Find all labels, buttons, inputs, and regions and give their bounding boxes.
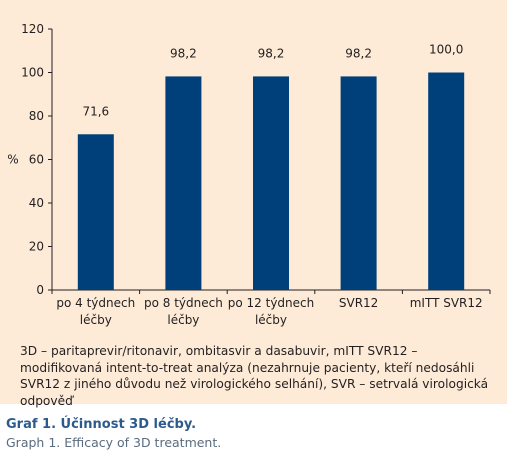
bar: [77, 134, 114, 290]
bar: [165, 76, 202, 290]
bar: [340, 76, 377, 290]
x-category-label: SVR12: [339, 296, 378, 310]
y-tick-label: 120: [21, 22, 44, 36]
y-tick-label: 100: [21, 66, 44, 80]
bar-value-label: 100,0: [429, 43, 463, 57]
bar-value-label: 98,2: [170, 46, 197, 60]
y-tick-label: 60: [29, 153, 44, 167]
x-category-label: po 8 týdnech: [144, 296, 223, 310]
y-tick-label: 80: [29, 109, 44, 123]
x-category-label: léčby: [167, 313, 199, 327]
bar-value-label: 98,2: [345, 46, 372, 60]
chart-footnote: 3D – paritaprevir/ritonavir, ombitasvir …: [20, 344, 489, 408]
bar-chart: 0 20 40 60 80 100 120% 71,6 po 4 týdnech léčby 98,…: [7, 22, 491, 327]
x-category-label: po 4 týdnech: [56, 296, 135, 310]
y-tick-label: 20: [29, 240, 44, 254]
bar-value-label: 98,2: [258, 46, 285, 60]
bar: [253, 76, 289, 290]
x-category-label: mITT SVR12: [410, 296, 483, 310]
x-category-label: po 12 týdnech: [228, 296, 314, 310]
y-tick-label: 40: [29, 196, 44, 210]
y-tick-label: 0: [36, 283, 44, 297]
figure-caption-subtitle: Graph 1. Efficacy of 3D treatment.: [6, 435, 222, 450]
bar: [428, 72, 465, 290]
x-category-label: léčby: [80, 313, 112, 327]
bar-value-label: 71,6: [82, 104, 109, 118]
y-axis-label: %: [7, 153, 18, 167]
x-category-label: léčby: [255, 313, 287, 327]
chart-panel: 0 20 40 60 80 100 120% 71,6 po 4 týdnech léčby 98,…: [0, 0, 507, 408]
figure-caption-title: Graf 1. Účinnost 3D léčby.: [6, 417, 197, 432]
